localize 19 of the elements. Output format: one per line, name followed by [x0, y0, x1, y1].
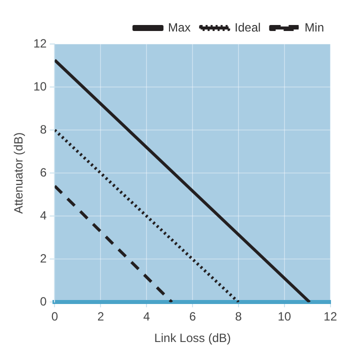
x-tick-label: 12	[324, 310, 338, 324]
x-tick-label: 6	[189, 310, 196, 324]
y-axis-title: Attenuator (dB)	[12, 132, 26, 214]
x-tick-label: 2	[97, 310, 104, 324]
y-tick-label: 6	[40, 165, 48, 180]
y-tick-label: 0	[40, 294, 48, 309]
y-tick-label: 12	[33, 36, 48, 50]
x-tick-label: 0	[51, 310, 58, 324]
x-tick-label: 4	[143, 310, 150, 324]
y-tick-label: 2	[40, 251, 48, 266]
y-tick-label: 8	[40, 122, 48, 136]
legend-label: Ideal	[234, 20, 261, 34]
y-tick-label: 4	[40, 208, 48, 222]
legend-label: Max	[168, 20, 191, 34]
x-tick-label: 10	[278, 310, 292, 324]
x-axis-title: Link Loss (dB)	[154, 331, 231, 346]
x-tick-label: 8	[235, 310, 242, 324]
y-tick-label: 10	[33, 79, 48, 94]
legend-label: Min	[304, 20, 324, 34]
